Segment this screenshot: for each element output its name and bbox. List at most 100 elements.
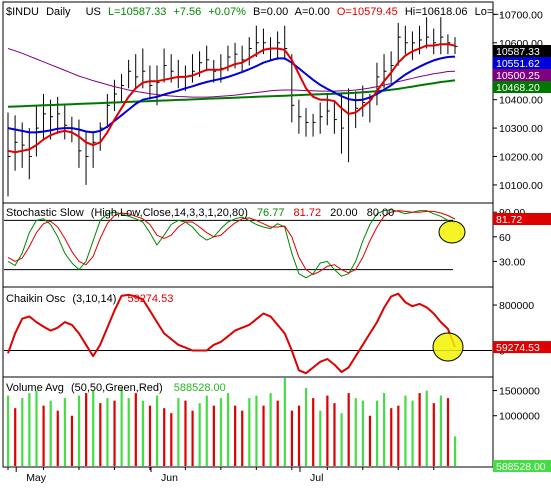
volume-bar (63, 398, 66, 466)
last-price: L=10587.33 (108, 6, 166, 18)
volume-bar (14, 408, 17, 466)
volume-bar (390, 408, 393, 466)
stochastic-last-tag-bg (493, 212, 551, 225)
volume-bar (226, 393, 230, 466)
stochastic-hi-value: 80.00 (367, 207, 395, 219)
price-last-tag: 10468.20 (496, 82, 540, 94)
price-last-tag-bg (493, 45, 551, 57)
volume-title: Volume Avg (50,50,Green,Red) 588528.00 (6, 382, 226, 394)
volume-bar (368, 415, 372, 466)
volume-bar (439, 395, 443, 466)
low: Lo=... (475, 6, 503, 18)
volume-bar (411, 400, 414, 466)
volume-bar (77, 395, 81, 466)
price-tick-label: 10300.00 (499, 123, 543, 135)
volume-bar (134, 393, 137, 466)
volume-bar (99, 403, 102, 466)
price-last-tag-bg (493, 57, 551, 69)
stochastic-k-line (7, 209, 456, 279)
stochastic-title: Stochastic Slow (High,Low,Close,14,3,3,1… (6, 207, 394, 219)
chaikin-params: (3,10,14) (72, 293, 116, 305)
volume-bar (383, 393, 386, 466)
ma-red-line (7, 43, 456, 154)
stochastic-highlight-circle (438, 220, 466, 244)
open: O=10579.45 (337, 6, 398, 18)
volume-bar (446, 398, 450, 466)
volume-bar (241, 410, 244, 466)
volume-bar (333, 403, 336, 466)
price-last-tag: 10500.25 (496, 70, 540, 82)
volume-bar (170, 413, 173, 466)
chaikin-tick-label: 800000 (499, 300, 534, 312)
volume-bar (312, 398, 315, 466)
volume-bar (198, 403, 201, 466)
volume-bar (156, 395, 159, 466)
volume-bar (269, 393, 272, 466)
chart-header: $INDU Daily US L=10587.33 +7.56 +0.07% B… (6, 6, 502, 18)
change: +7.56 (173, 6, 201, 18)
volume-bar (49, 400, 52, 466)
volume-value: 588528.00 (174, 382, 226, 394)
volume-bar (127, 398, 130, 466)
price-last-tag: 10551.62 (496, 58, 540, 70)
chaikin-value: 59274.53 (127, 293, 173, 305)
ask: A=0.00 (295, 6, 330, 18)
volume-bar (404, 395, 407, 466)
volume-bar (35, 390, 38, 466)
volume-bar (85, 393, 88, 466)
price-panel-frame (2, 1, 494, 204)
volume-bar (319, 410, 322, 466)
volume-bar (354, 398, 357, 466)
volume-bar (397, 405, 400, 466)
volume-bar (21, 398, 24, 466)
volume-bar (191, 410, 194, 466)
stochastic-panel-frame (2, 202, 494, 288)
chaikin-last-tag-bg (493, 341, 551, 354)
price-tick-label: 10400.00 (499, 95, 543, 107)
volume-bar (205, 395, 208, 466)
price-last-tag: 10587.33 (496, 46, 540, 58)
stochastic-tick-label: 30.00 (499, 256, 525, 268)
volume-tick-label: 1000000 (499, 411, 540, 423)
symbol: $INDU (6, 6, 39, 18)
volume-bar (425, 390, 428, 466)
volume-last-tag: 588528.00 (496, 461, 546, 473)
volume-bar (92, 390, 95, 466)
period: Daily (46, 6, 71, 18)
chaikin-layer (4, 292, 492, 375)
market: US (86, 6, 101, 18)
volume-tick-label: 1500000 (499, 386, 540, 398)
volume-panel-frame (2, 376, 494, 468)
stochastic-d-value: 81.72 (294, 207, 322, 219)
volume-bar (163, 408, 166, 466)
stochastic-layer (4, 209, 456, 279)
price-layer (7, 17, 458, 197)
volume-params: (50,50,Green,Red) (71, 382, 163, 394)
ma-blue-line (7, 55, 456, 134)
volume-bar (177, 398, 180, 466)
volume-bar (290, 410, 294, 466)
month-label: Jul (310, 472, 323, 484)
stochastic-k-value: 76.77 (257, 207, 285, 219)
price-tick-label: 10700.00 (499, 9, 543, 21)
price-last-tag-bg (493, 81, 551, 93)
volume-bar (297, 405, 301, 466)
stochastic-d-line (7, 210, 456, 275)
price-tick-label: 10200.00 (499, 152, 543, 164)
volume-bar (184, 400, 187, 466)
volume-bar (106, 398, 109, 466)
chaikin-last-tag: 59274.53 (496, 342, 540, 354)
volume-bar (255, 395, 258, 466)
volume-bar (418, 393, 421, 466)
chaikin-highlight-circle (432, 332, 464, 362)
stochastic-tick-label: 60 (499, 232, 511, 244)
volume-last-tag-bg (493, 460, 551, 472)
volume-bar (141, 400, 145, 466)
high: Hi=10618.06 (405, 6, 468, 18)
volume-bar (70, 415, 74, 466)
volume-bar (212, 405, 215, 466)
volume-bar (148, 405, 152, 466)
change-pct: +0.07% (208, 6, 246, 18)
